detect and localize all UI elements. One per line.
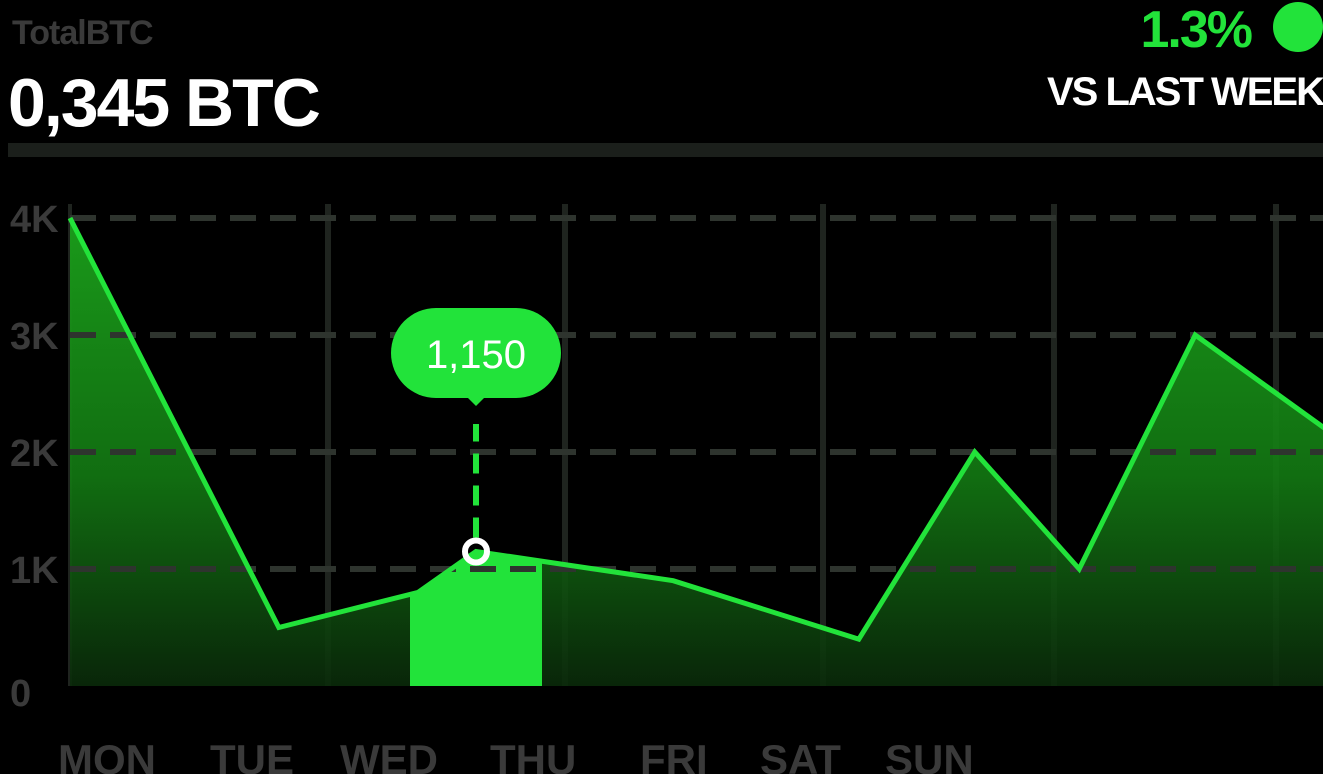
x-tick-label: TUE (210, 736, 294, 774)
y-tick-label: 2K (10, 433, 59, 475)
x-tick-label: WED (340, 736, 438, 774)
y-tick-label: 0 (10, 673, 31, 715)
y-tick-label: 3K (10, 316, 59, 358)
status-dot-icon (1273, 2, 1323, 52)
tooltip-value: 1,150 (426, 333, 526, 377)
y-tick-label: 4K (10, 199, 59, 241)
x-tick-label: FRI (640, 736, 708, 774)
value-tooltip (391, 308, 561, 398)
series-line (67, 216, 1323, 643)
wallet-label: TotalBTC (12, 14, 154, 52)
header-divider (8, 143, 1323, 157)
y-tick-label: 1K (10, 550, 59, 592)
x-tick-label: SUN (885, 736, 974, 774)
btc-amount: 0,345 BTC (8, 65, 321, 141)
change-percent: 1.3% (1140, 1, 1253, 59)
x-tick-label: THU (490, 736, 576, 774)
tooltip-pointer (466, 396, 486, 406)
comparison-label: VS LAST WEEK (1046, 70, 1323, 114)
x-tick-label: SAT (760, 736, 841, 774)
highlight-bar (410, 551, 542, 686)
data-point-marker[interactable] (462, 537, 490, 566)
x-tick-label: MON (58, 736, 156, 774)
